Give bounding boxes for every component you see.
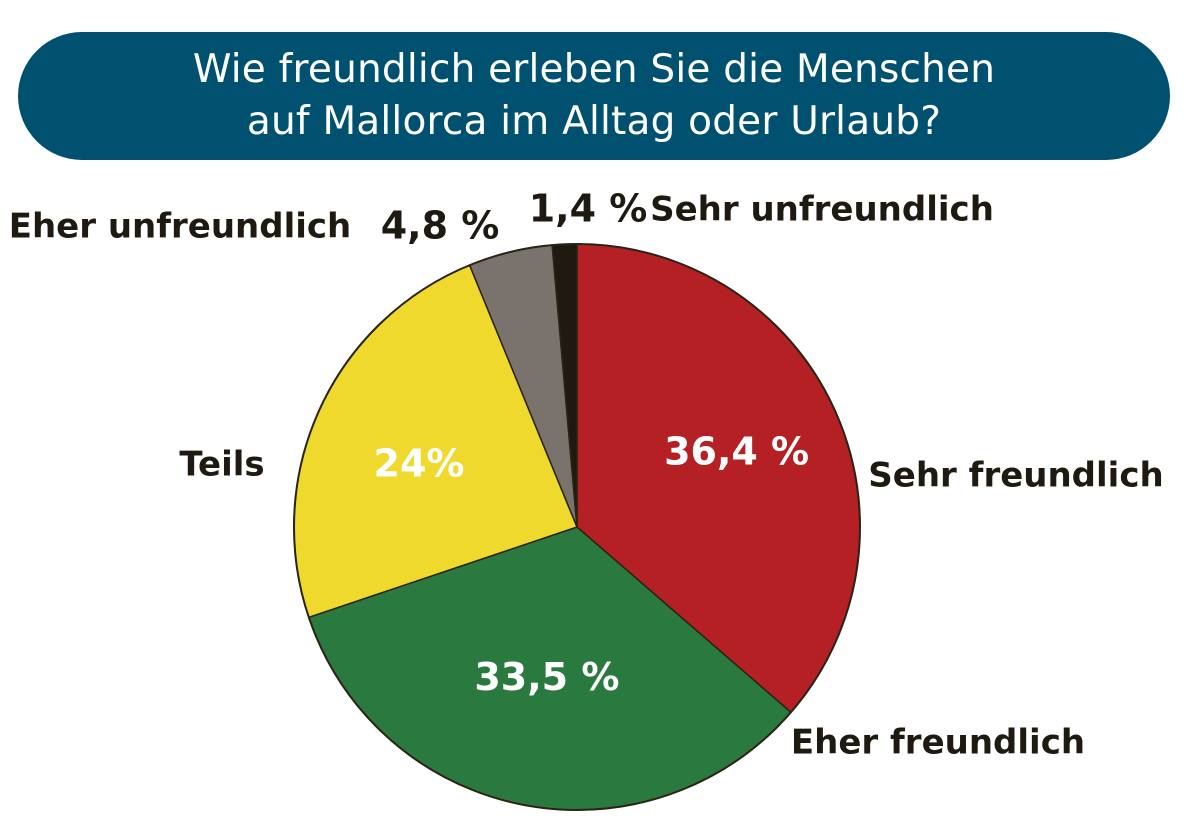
slice-value-label: 4,8 %: [381, 204, 500, 248]
pie-outline: [293, 243, 861, 811]
slice-category-label: Teils: [179, 445, 264, 485]
slice-value-label: 1,4 %: [529, 187, 648, 231]
slice-category-label: Sehr unfreundlich: [650, 190, 994, 230]
slice-category-label: Eher freundlich: [791, 723, 1085, 763]
slice-category-label: Sehr freundlich: [868, 456, 1163, 496]
slice-value-label: 36,4 %: [664, 430, 809, 474]
slice-value-label: 33,5 %: [474, 655, 619, 699]
slice-category-label: Eher unfreundlich: [9, 207, 352, 247]
slice-value-label: 24%: [374, 442, 465, 486]
chart-title-line-1: Wie freundlich erleben Sie die Menschen: [192, 47, 996, 92]
title-banner: Wie freundlich erleben Sie die Menschen …: [18, 32, 1170, 160]
chart-title-line-2: auf Mallorca im Alltag oder Urlaub?: [246, 99, 942, 144]
